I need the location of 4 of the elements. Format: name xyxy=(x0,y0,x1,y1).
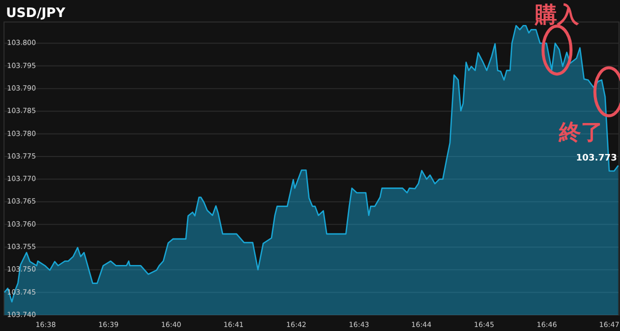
annotation: 終了 xyxy=(558,120,603,146)
annotation: 103.773 xyxy=(576,154,617,164)
annotation: 購入 xyxy=(534,3,580,28)
chart-title: USD/JPY xyxy=(6,6,66,21)
